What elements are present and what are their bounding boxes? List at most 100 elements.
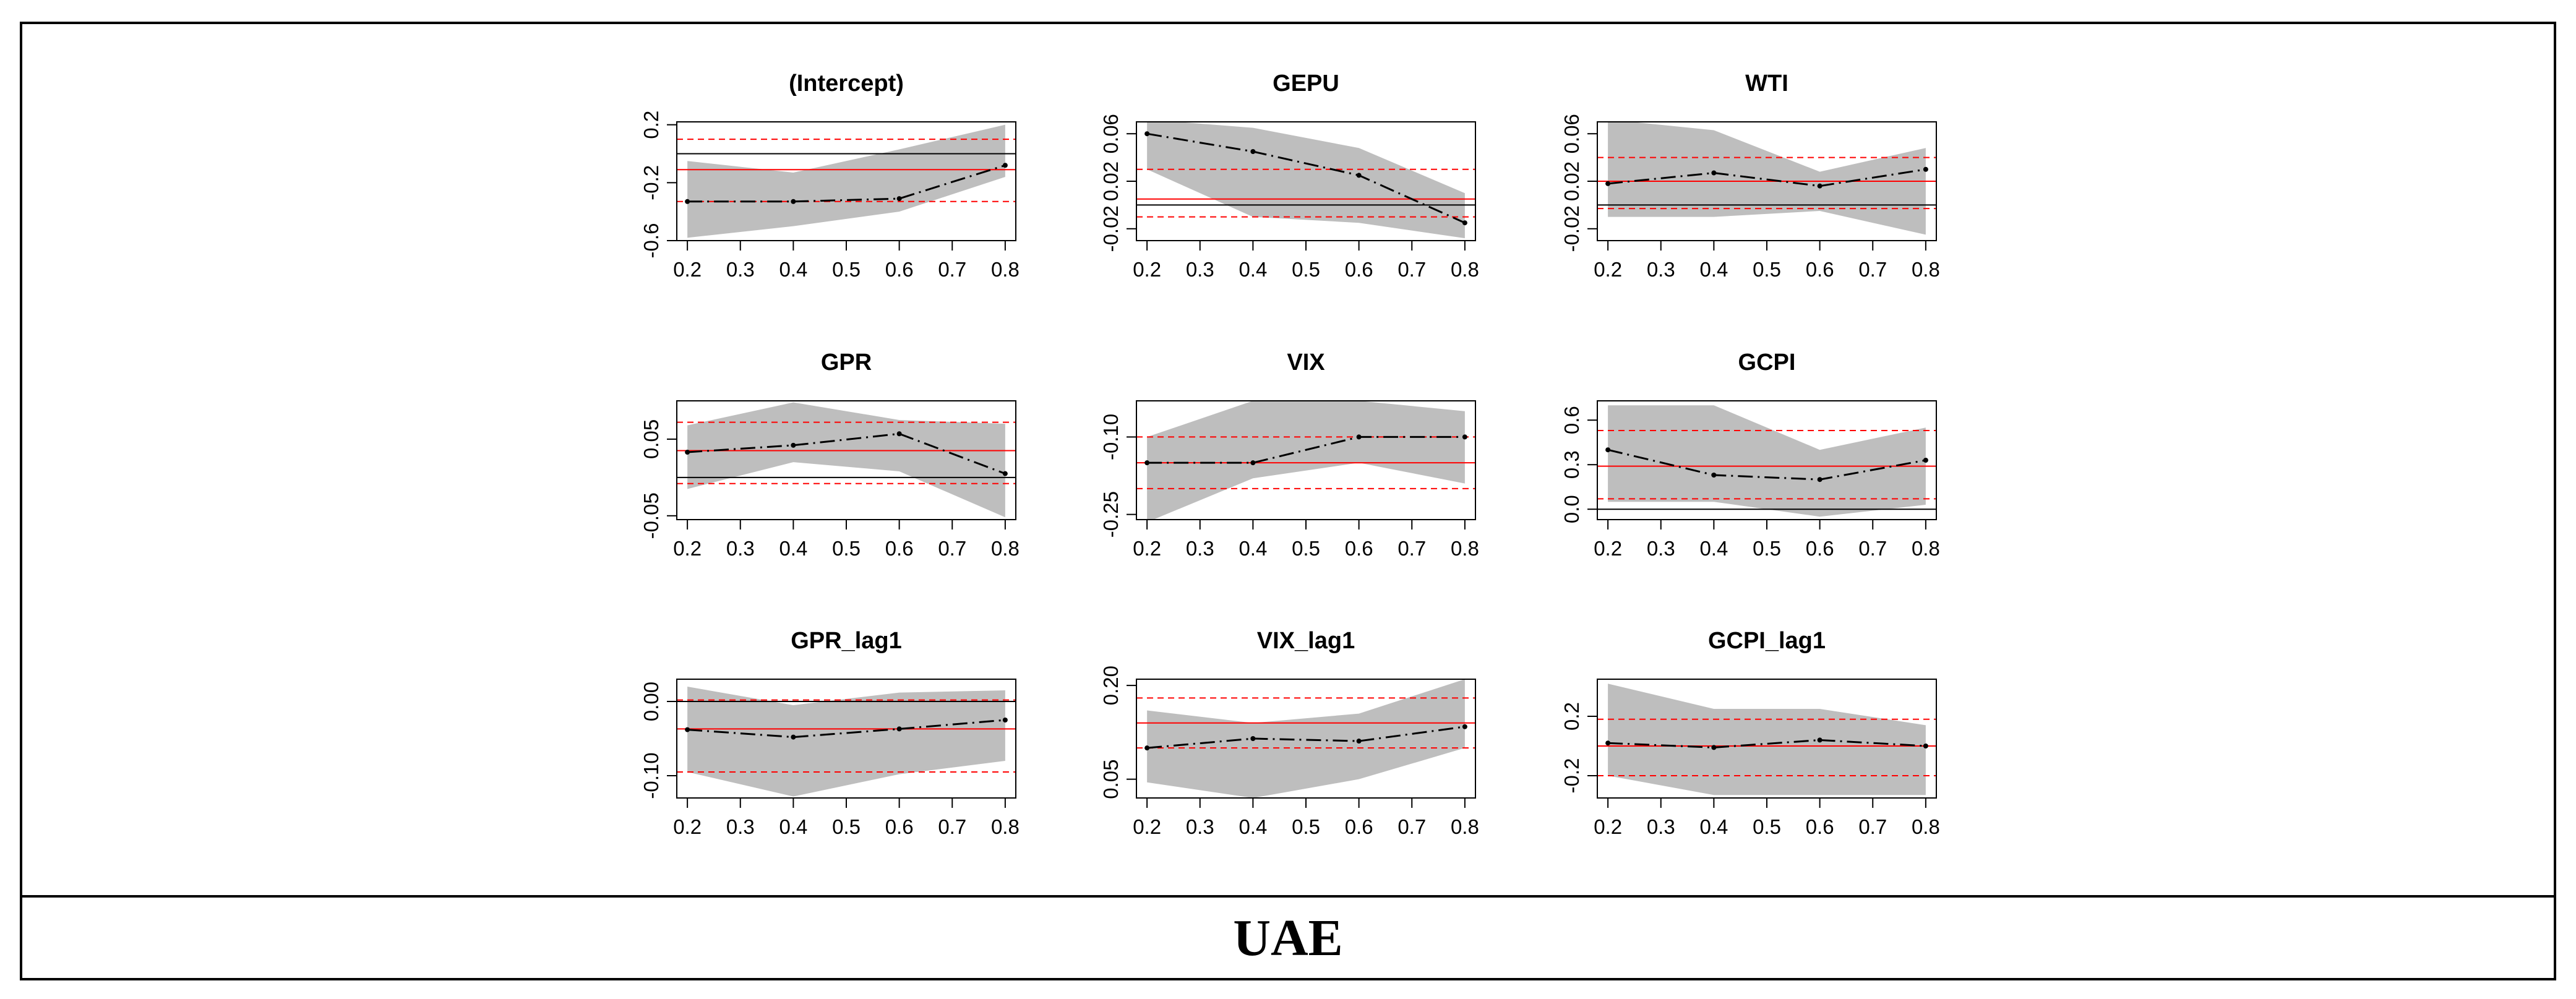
x-tick-label: 0.2 [1133,258,1161,281]
y-tick-label: -0.25 [1099,491,1122,538]
y-tick-label: 0.06 [1099,114,1122,153]
estimate-point [1605,740,1611,746]
estimate-point [896,431,902,437]
x-tick-label: 0.2 [1133,815,1161,838]
x-tick-label: 0.6 [1345,258,1373,281]
panel-title: (Intercept) [789,71,904,96]
estimate-point [1711,170,1717,176]
estimate-point [1817,737,1823,743]
x-tick-label: 0.2 [1133,537,1161,560]
x-tick-label: 0.6 [1806,258,1834,281]
y-tick-label: 0.0 [1560,495,1583,523]
panel-wti: WTI 0.2 0.3 0.4 0.5 0.6 0.7 0.8 -0.02 0.02 0.06 [1560,71,1940,281]
caption-divider [20,895,2556,898]
y-tick-label: 0.02 [1560,161,1583,201]
x-tick-label: 0.5 [1292,815,1320,838]
x-tick-label: 0.8 [1451,537,1479,560]
y-tick-label: -0.10 [1099,414,1122,460]
x-tick-label: 0.8 [1451,815,1479,838]
estimate-point [1144,131,1150,137]
confidence-band [1608,684,1926,795]
panel-title: GEPU [1273,71,1339,96]
estimate-point [1250,460,1256,466]
estimate-point [1817,477,1823,482]
x-tick-label: 0.8 [991,258,1020,281]
x-tick-label: 0.7 [1397,258,1426,281]
quantile-estimate-line [687,164,1006,203]
y-tick-label: 0.20 [1099,666,1122,705]
panel-gpr-lag1: GPR_lag1 0.2 0.3 0.4 0.5 0.6 0.7 0.8 -0.10 0.00 [640,628,1020,838]
x-tick-label: 0.5 [1292,258,1320,281]
panel-gcpi-lag1: GCPI_lag1 0.2 0.3 0.4 0.5 0.6 0.7 0.8 -0.2 0.2 [1560,628,1940,838]
plot-area [1136,401,1475,520]
x-tick-label: 0.2 [1594,258,1622,281]
y-tick-label: -0.05 [640,492,663,539]
estimate-point [791,442,796,448]
x-tick-label: 0.4 [1239,258,1267,281]
confidence-band [1147,679,1465,798]
x-tick-label: 0.8 [1912,537,1940,560]
estimate-point [685,199,690,204]
panel-vix: VIX 0.2 0.3 0.4 0.5 0.6 0.7 0.8 -0.25 -0.10 [1099,349,1479,560]
plot-area [677,687,1016,797]
estimate-point [1923,744,1928,748]
x-tick-label: 0.4 [1239,537,1267,560]
x-tick-label: 0.6 [885,815,914,838]
panel-title: GCPI [1738,349,1796,375]
panel-gpr: GPR 0.2 0.3 0.4 0.5 0.6 0.7 0.8 -0.05 0.05 [640,349,1020,560]
plot-area [1597,122,1936,235]
x-tick-label: 0.7 [1858,815,1887,838]
x-tick-label: 0.3 [726,815,755,838]
x-tick-label: 0.2 [1594,815,1622,838]
x-tick-label: 0.8 [1912,258,1940,281]
panel-title: WTI [1745,71,1788,96]
x-tick-label: 0.6 [1806,815,1834,838]
x-tick-label: 0.2 [673,815,702,838]
confidence-band [1147,122,1465,239]
y-tick-label: -0.2 [1560,758,1583,794]
estimate-point [1356,173,1362,178]
x-tick-label: 0.3 [1647,258,1675,281]
x-tick-label: 0.7 [1858,258,1887,281]
y-tick-label: -0.6 [640,223,663,259]
estimate-point [896,196,902,202]
panel-gepu: GEPU 0.2 0.3 0.4 0.5 0.6 0.7 0.8 -0.02 0.02 0.06 [1099,71,1479,281]
estimate-point [896,726,902,732]
plot-area [1136,679,1475,798]
x-tick-label: 0.5 [1753,815,1781,838]
plot-area [677,124,1016,238]
estimate-point [1144,745,1150,751]
estimate-point [1250,149,1256,154]
x-tick-label: 0.8 [1912,815,1940,838]
x-tick-label: 0.4 [779,815,807,838]
estimate-point [685,727,690,732]
x-tick-label: 0.4 [1699,537,1728,560]
estimate-point [1711,745,1717,750]
y-tick-label: -0.2 [640,165,663,200]
x-tick-label: 0.3 [1186,258,1214,281]
x-tick-label: 0.4 [1239,815,1267,838]
estimate-point [1002,471,1008,476]
plot-area [1597,684,1936,795]
estimate-point [1144,460,1150,466]
plot-area [1136,122,1475,239]
confidence-band [1608,122,1926,235]
confidence-band [1147,401,1465,520]
estimate-point [1605,181,1611,186]
x-tick-label: 0.5 [832,815,861,838]
x-tick-label: 0.2 [1594,537,1622,560]
y-tick-label: 0.3 [1560,450,1583,479]
x-tick-label: 0.8 [1451,258,1479,281]
x-tick-label: 0.3 [1647,815,1675,838]
y-tick-label: 0.6 [1560,406,1583,434]
x-tick-label: 0.5 [1753,258,1781,281]
x-tick-label: 0.6 [1806,537,1834,560]
x-tick-label: 0.3 [1186,815,1214,838]
x-tick-label: 0.4 [1699,258,1728,281]
estimate-point [1923,458,1928,463]
panel-intercept: (Intercept) 0.2 0.3 0.4 0.5 0.6 0.7 0.8 -0.6 -0.2… [640,71,1020,281]
confidence-band [687,402,1005,518]
x-tick-label: 0.2 [673,258,702,281]
confidence-band [687,124,1005,238]
x-tick-label: 0.3 [726,258,755,281]
